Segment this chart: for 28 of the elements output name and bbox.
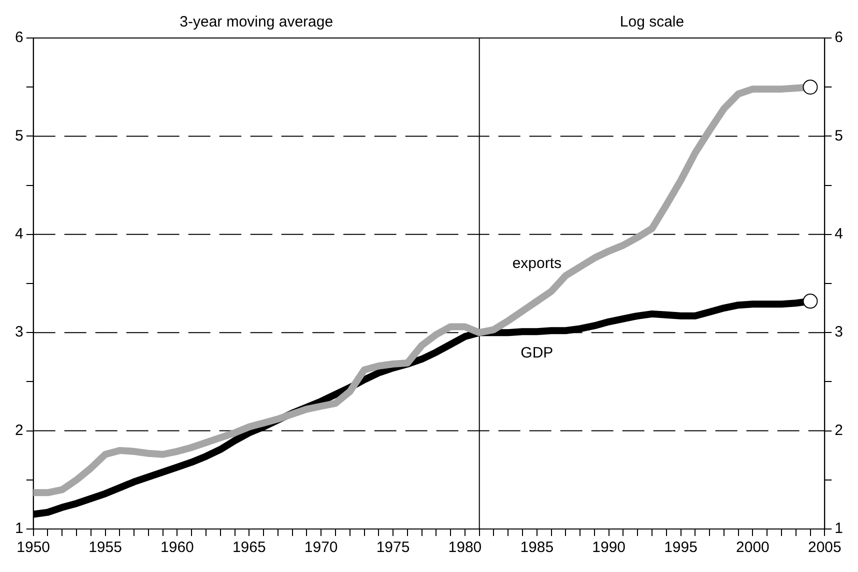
x-tick-label: 2000 <box>736 539 770 556</box>
y2-tick-label: 2 <box>834 422 843 439</box>
x-tick-label: 1985 <box>520 539 554 556</box>
y-tick-label: 2 <box>15 422 24 439</box>
series-label: exports <box>512 254 562 272</box>
y-tick-label: 6 <box>15 29 24 46</box>
x-tick-label: 1980 <box>448 539 482 556</box>
y-tick-label: 4 <box>15 226 24 243</box>
y2-tick-label: 5 <box>834 127 843 144</box>
x-tick-label: 1965 <box>232 539 266 556</box>
x-tick-label: 1955 <box>88 539 122 556</box>
y-tick-label: 5 <box>15 127 24 144</box>
series-label: GDP <box>520 344 554 362</box>
x-tick-label: 1970 <box>304 539 338 556</box>
x-tick-label: 1975 <box>376 539 410 556</box>
y2-tick-label: 6 <box>834 29 843 46</box>
y-tick-label: 1 <box>15 520 24 538</box>
x-tick-label: 1950 <box>16 539 50 556</box>
text: Log scale <box>620 14 684 31</box>
y2-tick-label: 4 <box>834 226 843 243</box>
x-tick-label: 1990 <box>592 539 626 556</box>
x-tick-label: 1995 <box>664 539 698 556</box>
y2-tick-label: 3 <box>834 324 843 341</box>
x-tick-label: 2005 <box>808 539 842 556</box>
y-tick-label: 3 <box>15 324 24 341</box>
x-tick-label: 1960 <box>160 539 194 556</box>
y2-tick-label: 1 <box>834 520 843 538</box>
text: 3-year moving average <box>180 14 334 31</box>
